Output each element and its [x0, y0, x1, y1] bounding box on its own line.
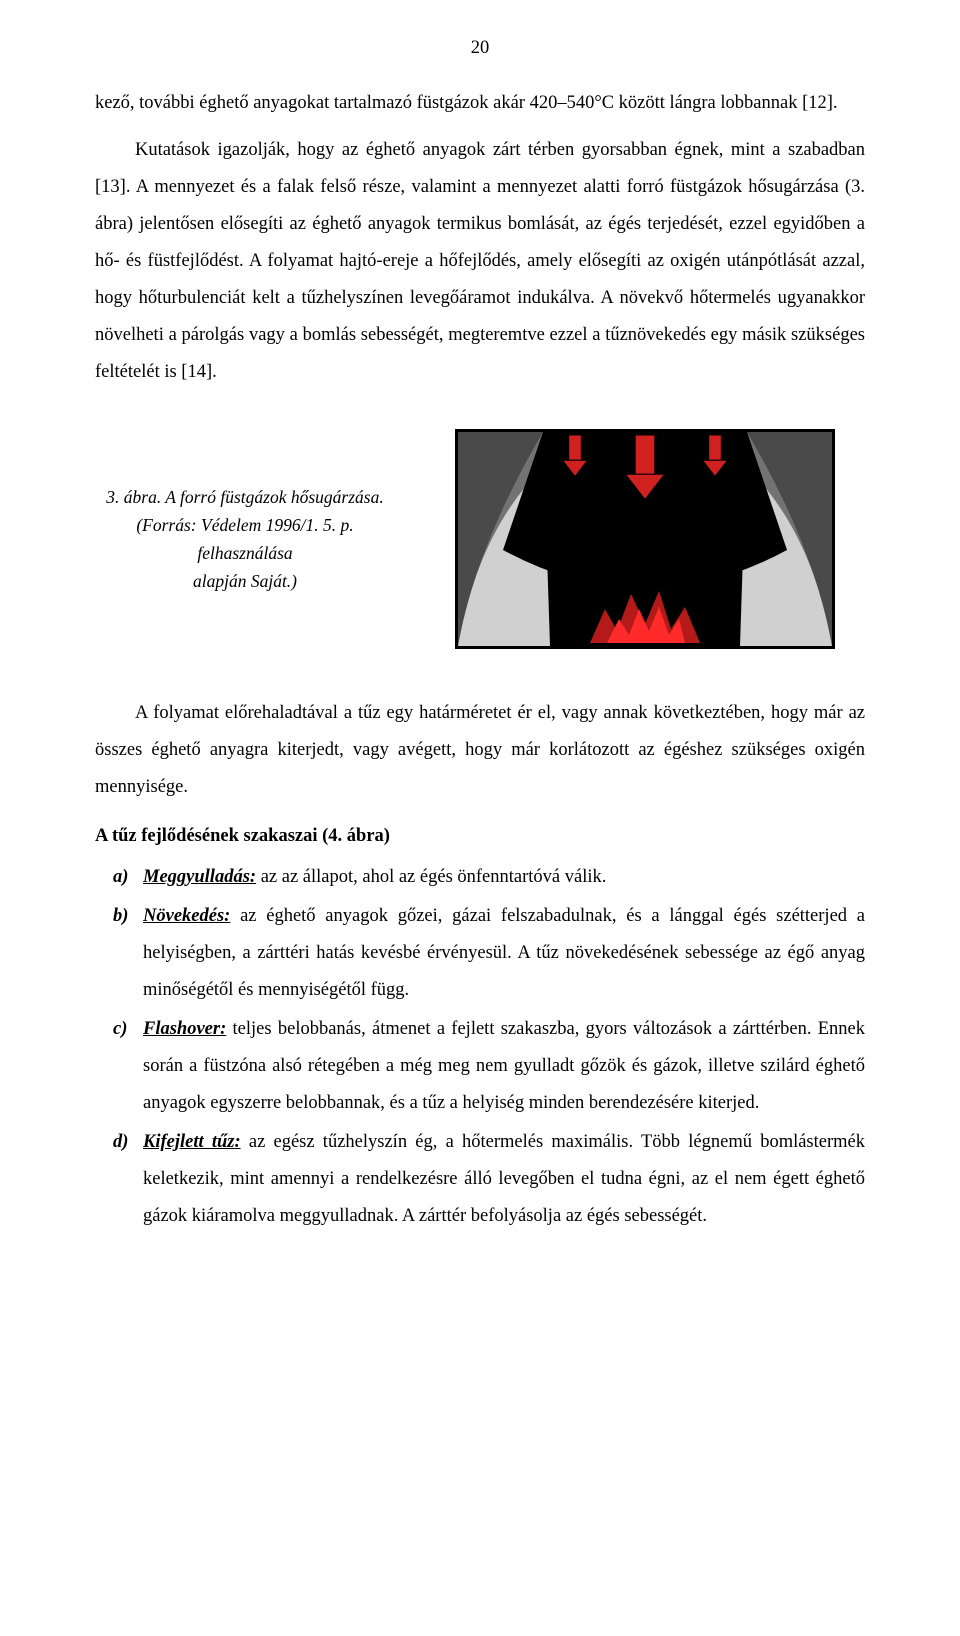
stage-term: Növekedés:: [143, 906, 230, 926]
figure-3-caption: 3. ábra. A forró füstgázok hősugárzása. …: [95, 483, 395, 595]
stage-term: Kifejlett tűz:: [143, 1132, 241, 1152]
paragraph-1: kező, további éghető anyagokat tartalmaz…: [95, 85, 865, 122]
stage-text: az az állapot, ahol az égés önfenntartóv…: [256, 867, 606, 887]
figure-caption-line1: 3. ábra. A forró füstgázok hősugárzása.: [106, 487, 383, 507]
stage-text: az éghető anyagok gőzei, gázai felszabad…: [143, 906, 865, 1000]
stages-list: a) Meggyulladás: az az állapot, ahol az …: [95, 859, 865, 1235]
stage-c: c) Flashover: teljes belobbanás, átmenet…: [95, 1011, 865, 1122]
section-heading: A tűz fejlődésének szakaszai (4. ábra): [95, 818, 865, 855]
stage-marker: d): [95, 1124, 143, 1235]
stage-text: az egész tűzhelyszín ég, a hőtermelés ma…: [143, 1132, 865, 1226]
stage-marker: b): [95, 898, 143, 1009]
stage-d: d) Kifejlett tűz: az egész tűzhelyszín é…: [95, 1124, 865, 1235]
paragraph-2: Kutatások igazolják, hogy az éghető anya…: [95, 132, 865, 391]
stage-text: teljes belobbanás, átmenet a fejlett sza…: [143, 1019, 865, 1113]
stage-a: a) Meggyulladás: az az állapot, ahol az …: [95, 859, 865, 896]
stage-term: Flashover:: [143, 1019, 226, 1039]
figure-3: 3. ábra. A forró füstgázok hősugárzása. …: [95, 429, 865, 649]
stage-term: Meggyulladás:: [143, 867, 256, 887]
stage-marker: c): [95, 1011, 143, 1122]
figure-caption-line2: (Forrás: Védelem 1996/1. 5. p. felhaszná…: [136, 515, 353, 563]
figure-3-image: [425, 429, 865, 649]
figure-caption-line3: alapján Saját.): [193, 571, 297, 591]
page-number: 20: [95, 30, 865, 67]
stage-b: b) Növekedés: az éghető anyagok gőzei, g…: [95, 898, 865, 1009]
stage-marker: a): [95, 859, 143, 896]
heat-radiation-diagram: [455, 429, 835, 649]
paragraph-3: A folyamat előrehaladtával a tűz egy hat…: [95, 695, 865, 806]
